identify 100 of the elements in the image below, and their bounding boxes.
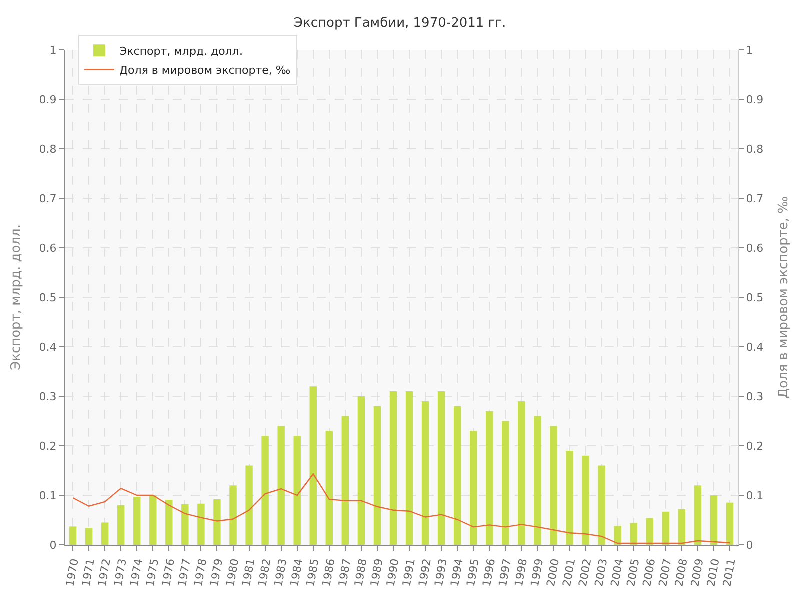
y-tick-label: 0.3 [39, 390, 57, 404]
y2-tick-label: 0.5 [746, 291, 764, 304]
x-tick-label: 1971 [80, 558, 98, 588]
bar [422, 401, 430, 545]
y-tick-label: 0.8 [39, 142, 57, 156]
bar [150, 496, 157, 545]
x-tick-label: 1986 [320, 558, 338, 588]
chart-title: Экспорт Гамбии, 1970-2011 гг. [294, 16, 506, 32]
y2-tick-label: 0.4 [746, 340, 764, 354]
x-tick-label: 1984 [288, 558, 306, 588]
bar [406, 392, 414, 545]
bar [166, 500, 173, 545]
x-tick-label: 2006 [640, 558, 658, 588]
y-tick-label: 0.7 [39, 192, 57, 206]
y-tick-label: 0.2 [39, 440, 57, 453]
y2-tick-label: 0.3 [746, 390, 764, 404]
bar [438, 392, 446, 545]
y2-tick-label: 0 [746, 538, 754, 552]
y2-tick-label: 1 [746, 44, 754, 57]
bar [582, 456, 590, 545]
bar [262, 436, 269, 545]
bar [502, 421, 510, 545]
x-tick-label: 1997 [496, 558, 514, 588]
x-tick-label: 1998 [512, 558, 530, 588]
y-tick-label: 0.4 [39, 340, 57, 354]
bar [101, 522, 109, 545]
x-tick-label: 1989 [368, 558, 386, 588]
bar [390, 392, 398, 545]
bar [598, 466, 606, 545]
bar [326, 431, 333, 545]
x-tick-label: 2011 [720, 558, 738, 588]
line-series [72, 474, 731, 544]
bar [278, 426, 285, 545]
y2-tick-label: 0.9 [746, 93, 764, 106]
x-tick-label: 1970 [64, 558, 82, 588]
bar [246, 466, 253, 545]
x-tick-label: 1982 [256, 558, 274, 588]
bar [198, 504, 205, 545]
x-tick-label: 1980 [224, 558, 242, 588]
legend-label: Экспорт, млрд. долл. [119, 44, 243, 58]
y-tick-label: 0 [50, 538, 57, 552]
bar [534, 416, 542, 545]
bar [518, 401, 526, 545]
y2-tick-label: 0.2 [746, 440, 764, 453]
x-tick-label: 1994 [448, 558, 466, 588]
legend-label: Доля в мировом экспорте, ‰ [119, 64, 291, 77]
bar [710, 496, 718, 545]
x-tick-label: 1979 [208, 558, 226, 588]
bar [454, 406, 462, 545]
bar [614, 526, 622, 545]
y2-tick-label: 0.7 [746, 192, 764, 206]
x-tick-label: 1977 [176, 558, 194, 588]
y-tick-label: 0.5 [39, 291, 57, 304]
x-tick-label: 2008 [672, 558, 690, 588]
x-tick-label: 2005 [624, 558, 642, 588]
y-tick-label: 0.6 [39, 242, 57, 255]
bar [486, 411, 494, 545]
bar [646, 518, 654, 545]
x-tick-label: 1978 [192, 558, 210, 588]
y2-axis-title: Доля в мировом экспорте, ‰ [776, 196, 792, 399]
x-tick-label: 1972 [96, 558, 114, 588]
x-tick-label: 1975 [144, 558, 162, 588]
y2-tick-label: 0.1 [746, 489, 764, 502]
bar [470, 431, 478, 545]
bar [630, 523, 638, 545]
x-tick-label: 1992 [416, 558, 434, 588]
bar [134, 496, 141, 545]
x-tick-label: 1985 [304, 558, 322, 588]
bar [566, 450, 574, 545]
bar [117, 505, 125, 545]
x-tick-label: 1973 [112, 558, 130, 588]
bar [85, 528, 93, 545]
x-tick-label: 1976 [160, 558, 178, 588]
bar [678, 509, 686, 545]
y-tick-label: 0.1 [39, 489, 57, 502]
x-tick-label: 1987 [336, 558, 354, 588]
x-tick-label: 1981 [240, 558, 258, 588]
x-tick-label: 2004 [608, 558, 626, 588]
x-tick-label: 1990 [384, 558, 402, 588]
bar [342, 416, 350, 545]
y2-tick-label: 0.8 [746, 142, 764, 156]
bar [662, 512, 670, 545]
bar [214, 499, 221, 545]
x-tick-label: 1996 [480, 558, 498, 588]
x-tick-label: 2002 [576, 558, 594, 588]
x-tick-label: 1995 [464, 558, 482, 588]
y-axis-title: Экспорт, млрд. долл. [9, 224, 24, 370]
bar [310, 386, 317, 545]
bar [694, 486, 702, 545]
x-tick-label: 1974 [128, 558, 146, 588]
x-tick-label: 1993 [432, 558, 450, 588]
bar [358, 396, 366, 545]
x-tick-label: 1991 [400, 558, 418, 588]
x-tick-label: 2007 [656, 558, 674, 588]
x-tick-label: 1983 [272, 558, 290, 588]
bar [69, 526, 77, 545]
y2-tick-label: 0.6 [746, 242, 764, 255]
y-tick-label: 0.9 [39, 93, 57, 106]
bar [374, 406, 382, 545]
x-tick-label: 1988 [352, 558, 370, 588]
